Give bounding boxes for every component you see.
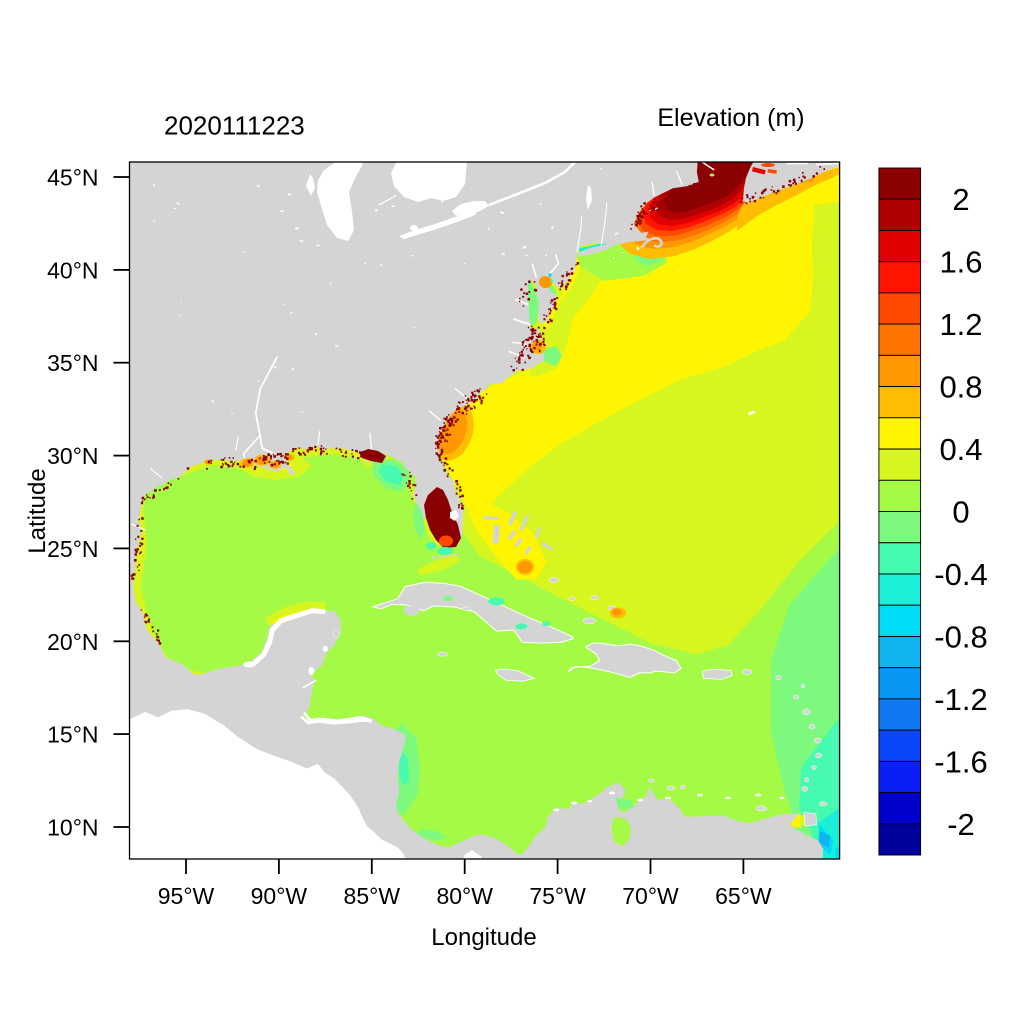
svg-text:-1.2: -1.2 bbox=[934, 682, 987, 717]
svg-text:-2: -2 bbox=[947, 807, 975, 842]
svg-text:25°N: 25°N bbox=[47, 536, 98, 562]
svg-text:0.8: 0.8 bbox=[939, 370, 982, 405]
svg-text:Longitude: Longitude bbox=[431, 924, 536, 951]
svg-text:95°W: 95°W bbox=[158, 883, 215, 909]
svg-text:85°W: 85°W bbox=[344, 883, 401, 909]
svg-text:80°W: 80°W bbox=[436, 883, 493, 909]
svg-text:0.4: 0.4 bbox=[939, 432, 982, 467]
svg-text:Elevation (m): Elevation (m) bbox=[657, 104, 804, 132]
svg-text:75°W: 75°W bbox=[529, 883, 586, 909]
svg-text:45°N: 45°N bbox=[47, 165, 98, 191]
svg-text:0: 0 bbox=[952, 495, 969, 530]
svg-text:35°N: 35°N bbox=[47, 350, 98, 376]
svg-text:15°N: 15°N bbox=[47, 722, 98, 748]
svg-text:90°W: 90°W bbox=[251, 883, 308, 909]
svg-text:2: 2 bbox=[952, 182, 969, 217]
svg-text:20°N: 20°N bbox=[47, 629, 98, 655]
svg-text:1.6: 1.6 bbox=[939, 245, 982, 280]
svg-text:-0.4: -0.4 bbox=[934, 557, 987, 592]
svg-text:-0.8: -0.8 bbox=[934, 620, 987, 655]
svg-text:40°N: 40°N bbox=[47, 257, 98, 283]
svg-text:1.2: 1.2 bbox=[939, 307, 982, 342]
svg-text:65°W: 65°W bbox=[715, 883, 772, 909]
svg-text:10°N: 10°N bbox=[47, 815, 98, 841]
svg-text:30°N: 30°N bbox=[47, 443, 98, 469]
svg-text:2020111223: 2020111223 bbox=[164, 111, 305, 141]
svg-text:70°W: 70°W bbox=[622, 883, 679, 909]
svg-text:-1.6: -1.6 bbox=[934, 744, 987, 779]
svg-text:Latitude: Latitude bbox=[24, 468, 51, 553]
